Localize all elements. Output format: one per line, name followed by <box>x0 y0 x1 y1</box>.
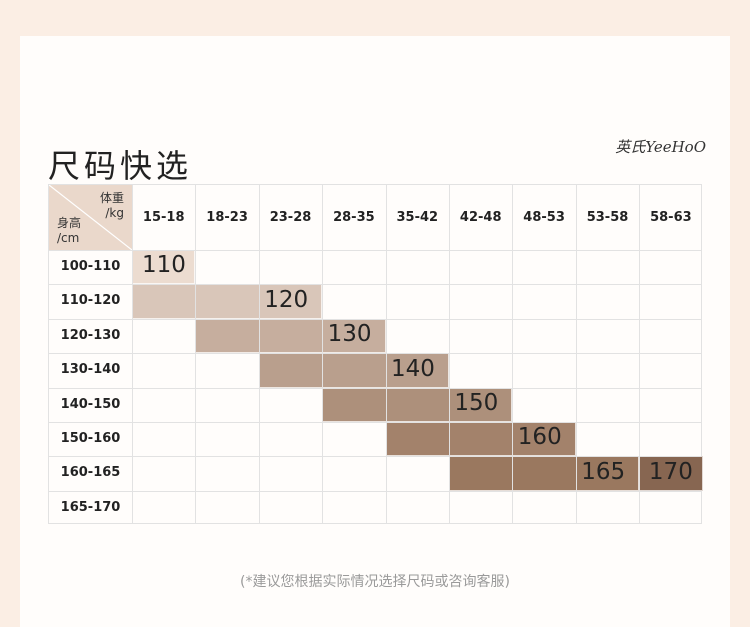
grid-row-line <box>49 387 701 389</box>
height-range-header: 130-140 <box>60 362 121 378</box>
grid-row-line <box>49 284 701 286</box>
size-label-170: 170 <box>648 458 693 485</box>
size-label-165: 165 <box>581 458 626 485</box>
height-range-header: 160-165 <box>60 465 121 481</box>
size-block-110 <box>132 250 196 285</box>
weight-range-header: 53-58 <box>586 210 629 225</box>
size-block-170 <box>639 456 703 491</box>
brand-logo: 英氏YeeHoO <box>615 138 706 156</box>
grid-row-line <box>49 353 701 355</box>
size-label-160: 160 <box>517 424 562 451</box>
weight-range-header: 35-42 <box>396 210 439 225</box>
grid-row-line <box>49 250 701 251</box>
size-block-130 <box>195 318 386 354</box>
page-title: 尺码快选 <box>48 147 193 186</box>
weight-range-header: 15-18 <box>142 210 185 225</box>
weight-range-header: 23-28 <box>269 210 312 225</box>
weight-range-header: 48-53 <box>523 210 565 225</box>
height-range-header: 100-110 <box>60 259 121 274</box>
grid-row-line <box>49 318 701 320</box>
weight-axis-label: 体重 /kg <box>99 191 124 220</box>
weight-range-header: 42-48 <box>459 210 502 225</box>
size-label-120: 120 <box>264 286 309 313</box>
weight-range-header: 28-35 <box>333 210 375 225</box>
size-label-150: 150 <box>454 390 499 416</box>
grid-row-line <box>49 456 701 458</box>
size-label-110: 110 <box>142 252 186 279</box>
weight-range-header: 58-63 <box>650 210 692 225</box>
height-range-header: 165-170 <box>60 499 121 515</box>
height-axis-label: 身高 /cm <box>57 216 82 245</box>
grid-row-line <box>49 490 701 492</box>
height-range-header: 120-130 <box>60 327 121 343</box>
height-range-header: 110-120 <box>60 293 121 309</box>
size-label-130: 130 <box>327 321 372 348</box>
size-label-140: 140 <box>391 355 435 382</box>
height-range-header: 140-150 <box>60 396 121 412</box>
size-chart-table: 体重 /kg 身高 /cm 15-18 18-23 23-28 28-35 35-42 4… <box>48 184 703 524</box>
table-corner-header: 体重 /kg 身高 /cm <box>49 185 132 250</box>
height-range-header: 150-160 <box>60 431 121 446</box>
advice-note: (*建议您根据实际情况选择尺码或咨询客服) <box>240 574 510 590</box>
grid-row-line <box>49 422 701 423</box>
corner-diagonal <box>49 185 132 250</box>
weight-range-header: 18-23 <box>206 210 248 225</box>
